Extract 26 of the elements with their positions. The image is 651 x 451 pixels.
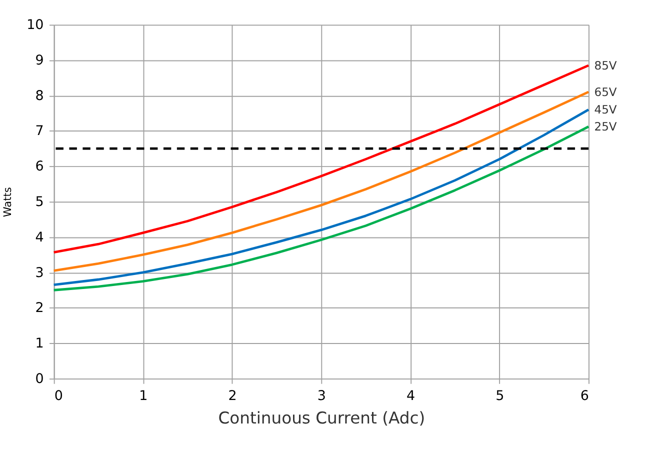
series-label: 65V xyxy=(594,84,617,99)
y-tick-label: 6 xyxy=(35,160,44,175)
x-axis-title: Continuous Current (Adc) xyxy=(218,408,426,428)
y-tick-label: 4 xyxy=(35,230,44,246)
y-tick-label: 10 xyxy=(26,18,44,34)
series-label: 85V xyxy=(594,58,617,72)
y-tick-label: 9 xyxy=(35,53,44,68)
x-tick-label: 5 xyxy=(496,389,504,404)
y-tick-label: 2 xyxy=(35,301,44,316)
series-label: 25V xyxy=(594,119,617,134)
x-tick-label: 0 xyxy=(54,389,63,404)
x-tick-label: 1 xyxy=(139,389,148,404)
y-tick-label: 3 xyxy=(35,266,44,281)
x-tick-label: 6 xyxy=(580,389,589,404)
y-tick-label: 1 xyxy=(35,336,44,352)
y-tick-label: 5 xyxy=(35,194,44,210)
series-label: 45V xyxy=(594,102,617,116)
y-tick-label: 7 xyxy=(35,124,44,140)
x-tick-label: 2 xyxy=(228,389,237,404)
x-tick-label: 4 xyxy=(406,389,416,404)
line-series xyxy=(52,64,590,254)
x-tick-label: 3 xyxy=(317,389,326,404)
y-tick-label: 0 xyxy=(35,372,44,387)
y-axis-title: Watts xyxy=(2,187,14,218)
line-series xyxy=(52,90,590,272)
y-tick-label: 8 xyxy=(35,88,44,104)
